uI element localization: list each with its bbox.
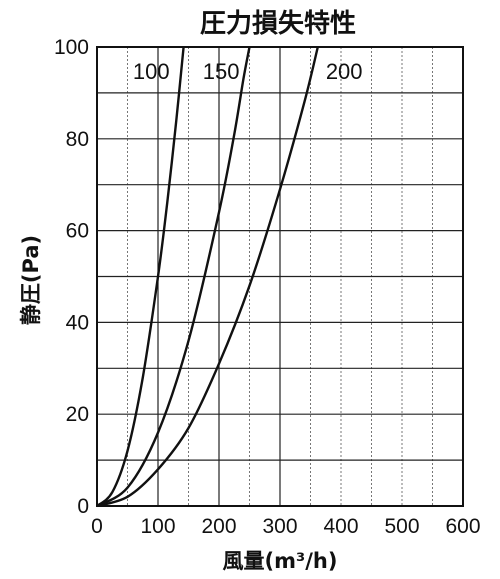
series-label-150: 150 — [203, 59, 240, 84]
x-tick-label: 400 — [323, 515, 358, 538]
y-axis-label: 静圧(Pa) — [19, 235, 43, 325]
x-tick-label: 200 — [201, 515, 236, 538]
series-label-100: 100 — [133, 59, 170, 84]
series-curves — [96, 46, 319, 508]
chart-title: 圧力損失特性 — [200, 8, 356, 39]
x-tick-label: 100 — [140, 515, 175, 538]
x-tick-label: 300 — [262, 515, 297, 538]
y-tick-label: 100 — [54, 36, 89, 59]
series-label-200: 200 — [326, 59, 363, 84]
series-labels: 100 150 200 — [133, 59, 363, 84]
x-tick-label: 500 — [384, 515, 419, 538]
plot-frame — [96, 46, 464, 507]
x-tick-label: 0 — [91, 515, 103, 538]
y-tick-label: 40 — [66, 311, 89, 334]
y-tick-label: 60 — [66, 220, 89, 243]
series-line-100 — [96, 46, 185, 507]
y-tick-label: 0 — [77, 495, 89, 518]
x-axis-label: 風量(m³/h) — [223, 549, 338, 573]
y-tick-label: 20 — [66, 403, 89, 426]
series-line-200 — [96, 46, 319, 508]
grid-lines — [97, 47, 463, 506]
x-tick-label: 600 — [445, 515, 480, 538]
y-tick-labels: 0 20 40 60 80 100 — [54, 36, 89, 518]
y-tick-label: 80 — [66, 128, 89, 151]
series-line-150 — [96, 46, 251, 508]
x-tick-labels: 0 100 200 300 400 500 600 — [91, 515, 480, 538]
